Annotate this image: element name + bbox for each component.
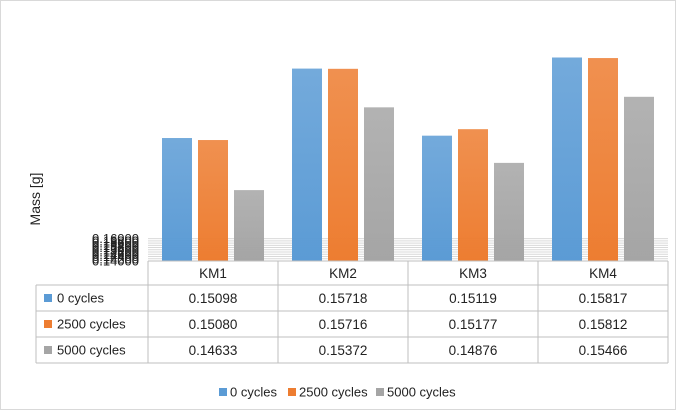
table-value: 0.14876 <box>449 343 498 358</box>
bar-2500-cycles-KM2 <box>328 68 358 261</box>
table-series-key <box>44 346 52 354</box>
y-tick-label: 0.14400 <box>92 249 139 264</box>
table-series-name: 5000 cycles <box>57 343 126 358</box>
y-tick-label: 0.14800 <box>92 245 139 260</box>
y-tick-label: 0.15600 <box>92 236 139 251</box>
legend-label: 0 cycles <box>230 385 277 400</box>
bar-0-cycles-KM4 <box>552 57 582 261</box>
y-tick-label: 0.14600 <box>92 247 139 262</box>
legend-label: 5000 cycles <box>387 385 456 400</box>
table-series-key <box>44 320 52 328</box>
y-tick-label: 0.15000 <box>92 242 139 257</box>
bar-5000-cycles-KM4 <box>624 96 654 261</box>
table-value: 0.15177 <box>449 317 498 332</box>
bar-5000-cycles-KM2 <box>364 107 394 261</box>
table-value: 0.15817 <box>579 291 628 306</box>
table-series-name: 0 cycles <box>57 291 104 306</box>
y-tick-labels: 0.140000.142000.144000.146000.148000.150… <box>92 231 139 268</box>
table-series-name: 2500 cycles <box>57 317 126 332</box>
table-value: 0.15716 <box>319 317 368 332</box>
category-label: KM2 <box>329 266 357 281</box>
bar-2500-cycles-KM4 <box>588 58 618 261</box>
y-tick-label: 0.14200 <box>92 251 139 266</box>
category-label: KM3 <box>459 266 487 281</box>
data-table: KM1 KM2 KM3 KM4 0 cycles 0.15098 0.15718 0.1511… <box>35 260 669 364</box>
table-value: 0.15080 <box>189 317 238 332</box>
y-tick-label: 0.15200 <box>92 240 139 255</box>
bar-2500-cycles-KM3 <box>458 129 488 261</box>
bar-0-cycles-KM2 <box>292 68 322 261</box>
legend-swatch <box>288 388 296 396</box>
y-tick-label: 0.16000 <box>92 231 139 246</box>
table-value: 0.15372 <box>319 343 368 358</box>
table-value: 0.15466 <box>579 343 628 358</box>
legend-swatch <box>376 388 384 396</box>
bar-0-cycles-KM3 <box>422 135 452 261</box>
table-series-key <box>44 294 52 302</box>
bar-5000-cycles-KM1 <box>234 190 264 261</box>
category-label: KM4 <box>589 266 617 281</box>
y-tick-label: 0.15400 <box>92 238 139 253</box>
table-value: 0.15098 <box>189 291 238 306</box>
legend: 0 cycles 2500 cycles 5000 cycles <box>219 385 456 400</box>
bars <box>162 57 654 261</box>
bar-2500-cycles-KM1 <box>198 140 228 261</box>
table-value: 0.15718 <box>319 291 368 306</box>
bar-5000-cycles-KM3 <box>494 162 524 261</box>
y-tick-label: 0.15800 <box>92 233 139 248</box>
bar-0-cycles-KM1 <box>162 138 192 261</box>
y-tick-label: 0.14000 <box>92 254 139 269</box>
table-value: 0.15812 <box>579 317 628 332</box>
legend-swatch <box>219 388 227 396</box>
table-value: 0.14633 <box>189 343 238 358</box>
table-value: 0.15119 <box>449 291 497 306</box>
y-axis-title: Mass [g] <box>27 173 43 226</box>
legend-label: 2500 cycles <box>299 385 368 400</box>
category-label: KM1 <box>199 266 227 281</box>
